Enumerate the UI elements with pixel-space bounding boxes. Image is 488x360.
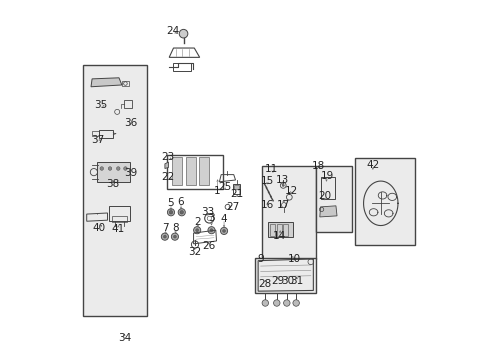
Text: 37: 37: [91, 135, 104, 145]
Bar: [185, 157, 195, 185]
Bar: [255, 258, 316, 293]
Text: 25: 25: [217, 182, 230, 192]
Text: 28: 28: [258, 279, 271, 289]
Polygon shape: [319, 206, 336, 217]
Text: 23: 23: [161, 152, 174, 162]
Bar: [320, 177, 335, 199]
Bar: [261, 166, 315, 259]
Circle shape: [178, 209, 185, 216]
Text: 13: 13: [275, 175, 288, 185]
Text: 11: 11: [264, 163, 278, 174]
Text: 17: 17: [276, 200, 289, 210]
Circle shape: [180, 211, 183, 214]
Circle shape: [100, 167, 103, 170]
Text: 5: 5: [167, 198, 174, 208]
Text: 4: 4: [220, 214, 227, 224]
Bar: [83, 64, 147, 316]
Circle shape: [262, 300, 268, 306]
Circle shape: [116, 167, 120, 170]
Bar: [234, 185, 239, 189]
Text: 21: 21: [230, 189, 244, 199]
Circle shape: [195, 229, 198, 231]
Circle shape: [210, 229, 212, 231]
Text: 9: 9: [257, 254, 264, 264]
Bar: [122, 81, 129, 86]
Bar: [283, 224, 287, 236]
Text: 8: 8: [172, 224, 179, 233]
Circle shape: [108, 167, 112, 170]
Bar: [199, 157, 209, 185]
Text: 2: 2: [194, 217, 201, 227]
Bar: [109, 206, 130, 221]
Text: 19: 19: [320, 171, 333, 181]
Circle shape: [283, 300, 289, 306]
Text: 36: 36: [124, 118, 137, 128]
Circle shape: [167, 209, 174, 216]
Circle shape: [171, 233, 178, 240]
Circle shape: [273, 300, 280, 306]
Text: 24: 24: [166, 26, 179, 36]
Bar: [276, 224, 281, 236]
Circle shape: [169, 211, 172, 214]
Circle shape: [222, 229, 225, 232]
Bar: [354, 158, 414, 244]
Bar: [97, 162, 129, 182]
Bar: [172, 63, 190, 71]
Text: 32: 32: [187, 247, 201, 257]
Text: 35: 35: [94, 100, 107, 111]
Text: 14: 14: [272, 231, 285, 240]
Circle shape: [207, 226, 215, 234]
Circle shape: [161, 233, 168, 240]
Text: 22: 22: [161, 172, 174, 182]
Text: 7: 7: [162, 224, 168, 233]
Polygon shape: [164, 162, 168, 168]
Text: 30: 30: [281, 276, 293, 286]
Text: 1: 1: [214, 186, 221, 196]
Bar: [124, 100, 132, 108]
Bar: [233, 184, 240, 194]
Text: 26: 26: [202, 241, 215, 251]
Text: 42: 42: [366, 160, 379, 170]
Text: 34: 34: [118, 333, 131, 343]
Circle shape: [193, 226, 201, 234]
Bar: [270, 224, 275, 236]
Circle shape: [282, 184, 284, 186]
Text: 12: 12: [285, 186, 298, 196]
Bar: [316, 166, 351, 232]
Bar: [99, 130, 113, 138]
Text: 40: 40: [93, 224, 105, 233]
Text: 29: 29: [270, 276, 284, 286]
Circle shape: [163, 235, 166, 238]
Bar: [267, 222, 292, 237]
Text: 6: 6: [177, 197, 184, 207]
Text: 3: 3: [208, 213, 214, 222]
Text: 39: 39: [124, 168, 137, 178]
Text: 20: 20: [318, 191, 331, 201]
Text: 18: 18: [311, 161, 325, 171]
Text: 10: 10: [287, 254, 300, 264]
Bar: [92, 131, 99, 136]
Text: 15: 15: [260, 176, 273, 186]
Polygon shape: [91, 78, 122, 87]
Text: 31: 31: [290, 276, 303, 286]
Circle shape: [292, 300, 299, 306]
Text: 27: 27: [226, 202, 239, 212]
Circle shape: [173, 235, 176, 238]
Bar: [172, 157, 182, 185]
Circle shape: [220, 227, 227, 234]
Text: 16: 16: [260, 200, 273, 210]
Bar: [167, 155, 223, 189]
Text: 38: 38: [106, 179, 119, 189]
Circle shape: [179, 30, 187, 38]
Text: 41: 41: [111, 225, 124, 234]
Bar: [112, 216, 126, 222]
Text: 33: 33: [201, 207, 214, 217]
Circle shape: [123, 167, 127, 170]
